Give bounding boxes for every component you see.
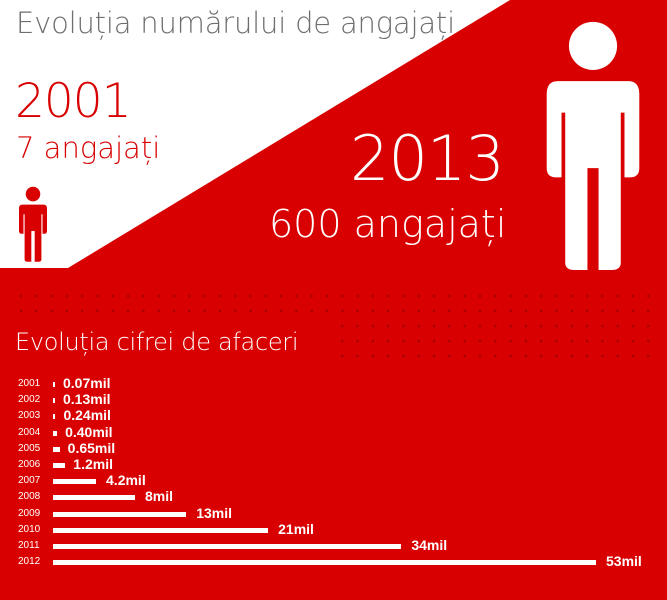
chart-title: Evoluția cifrei de afaceri — [15, 328, 299, 356]
bar-row: 2005 0.65mil — [0, 439, 667, 457]
bar — [53, 398, 55, 404]
bar-value-label: 1.2mil — [73, 456, 113, 472]
bar-year-label: 2009 — [18, 507, 41, 519]
bar-value-label: 0.13mil — [63, 391, 111, 408]
bar-row: 2012 53mil — [0, 553, 667, 570]
bar — [53, 479, 97, 485]
bar-year-label: 2004 — [18, 426, 41, 438]
page-title: Evoluția numărului de angajați — [16, 6, 455, 40]
bar-row: 2002 0.13mil — [0, 391, 667, 408]
bar-value-label: 13mil — [196, 504, 232, 521]
start-employee-count: 7 angajați — [16, 131, 161, 165]
end-employee-count: 600 angajați — [269, 202, 507, 246]
bar-row: 2011 34mil — [0, 537, 667, 554]
bar-year-label: 2001 — [18, 378, 41, 389]
bar-year-label: 2008 — [18, 491, 41, 503]
bar-value-label: 0.24mil — [63, 407, 111, 424]
bar — [53, 495, 135, 501]
bar-year-label: 2010 — [18, 523, 41, 535]
bar-row: 2004 0.40mil — [0, 423, 667, 441]
bar-row: 2007 4.2mil — [0, 472, 667, 489]
bar-row: 2001 0.07mil — [0, 375, 667, 392]
person-icon-large — [546, 21, 640, 270]
start-year: 2001 — [15, 74, 132, 129]
bar-row: 2009 13mil — [0, 504, 667, 522]
bar-row: 2003 0.24mil — [0, 407, 667, 424]
bar-year-label: 2006 — [18, 459, 41, 470]
bar-value-label: 4.2mil — [106, 472, 146, 489]
bar-year-label: 2003 — [18, 410, 41, 422]
bar-value-label: 8mil — [144, 488, 173, 505]
bar-value-label: 34mil — [411, 537, 448, 553]
person-icon-small — [19, 186, 47, 262]
bar-row: 2008 8mil — [0, 488, 667, 505]
bar-year-label: 2012 — [18, 556, 41, 568]
bar-year-label: 2007 — [18, 475, 41, 487]
bar-year-label: 2005 — [18, 442, 41, 454]
end-year: 2013 — [350, 122, 505, 195]
bar — [53, 544, 402, 549]
bar-value-label: 0.40mil — [65, 423, 113, 440]
bar — [53, 511, 187, 517]
bar-row: 2010 21mil — [0, 520, 667, 538]
bar-value-label: 0.65mil — [67, 439, 116, 456]
bar — [53, 382, 55, 387]
bar — [53, 527, 269, 533]
bar-value-label: 0.07mil — [63, 375, 111, 391]
bar — [53, 430, 58, 436]
bar — [53, 446, 60, 452]
bar-year-label: 2002 — [18, 394, 41, 406]
bar — [53, 463, 66, 468]
bar — [53, 560, 596, 566]
bar-value-label: 53mil — [606, 553, 642, 570]
bar-year-label: 2011 — [18, 540, 40, 551]
diagonal-background — [0, 0, 510, 268]
bar — [53, 414, 56, 420]
bar-value-label: 21mil — [278, 520, 314, 537]
bar-row: 2006 1.2mil — [0, 456, 667, 473]
